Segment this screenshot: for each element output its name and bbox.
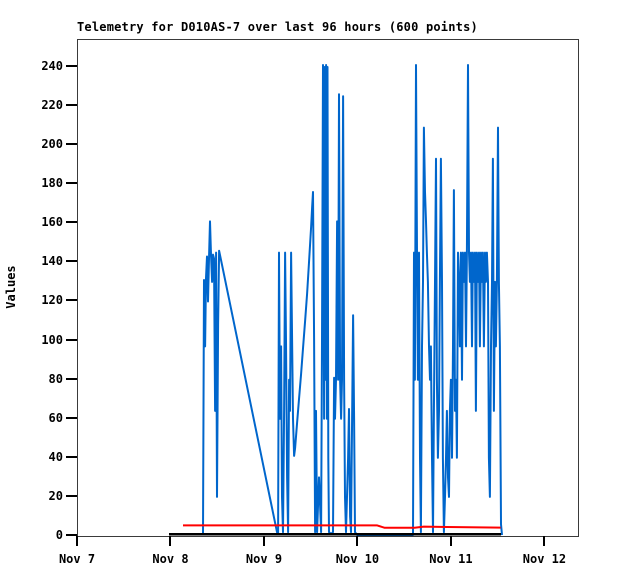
y-tick-label: 160 xyxy=(41,215,63,230)
y-tick-mark xyxy=(66,260,77,263)
y-tick-mark xyxy=(66,64,77,67)
y-tick-mark xyxy=(66,143,77,146)
y-tick-mark xyxy=(66,221,77,224)
plot-area xyxy=(77,39,579,537)
y-tick-label: 220 xyxy=(41,98,63,113)
y-tick-label: 240 xyxy=(41,58,63,73)
x-tick-label: Nov 12 xyxy=(522,552,567,566)
y-tick-mark xyxy=(66,455,77,458)
x-tick-label: Nov 7 xyxy=(58,552,96,566)
series-red-baseline xyxy=(183,524,501,529)
y-tick-label: 0 xyxy=(55,528,63,542)
y-tick-mark xyxy=(66,377,77,380)
x-tick-label: Nov 10 xyxy=(335,552,380,566)
y-tick-mark xyxy=(66,182,77,185)
y-tick-mark xyxy=(66,416,77,419)
y-tick-mark xyxy=(66,494,77,497)
x-tick-mark xyxy=(169,536,172,546)
x-tick-label: Nov 8 xyxy=(152,552,189,566)
chart-title: Telemetry for D010AS-7 over last 96 hour… xyxy=(77,20,478,34)
y-tick-label: 100 xyxy=(41,332,63,347)
y-tick-mark xyxy=(66,338,77,341)
x-tick-mark xyxy=(262,536,265,546)
y-axis-title: Values xyxy=(4,265,18,309)
y-tick-label: 20 xyxy=(48,488,63,503)
series-telemetry-values xyxy=(202,64,503,536)
x-tick-label: Nov 11 xyxy=(429,552,473,566)
y-tick-mark xyxy=(66,104,77,107)
y-tick-label: 60 xyxy=(48,410,63,425)
x-tick-mark xyxy=(356,536,359,546)
y-tick-label: 140 xyxy=(41,254,63,269)
y-tick-label: 120 xyxy=(41,293,63,308)
plot-canvas xyxy=(169,64,503,536)
x-tick-mark xyxy=(76,536,78,546)
y-tick-label: 200 xyxy=(41,137,63,152)
y-tick-label: 180 xyxy=(41,176,63,191)
x-tick-label: Nov 9 xyxy=(245,552,283,566)
x-tick-mark xyxy=(449,536,452,546)
x-tick-mark xyxy=(543,536,546,546)
y-tick-label: 40 xyxy=(48,449,63,464)
y-tick-mark xyxy=(66,534,77,536)
y-tick-mark xyxy=(66,299,77,302)
y-tick-label: 80 xyxy=(48,371,63,386)
